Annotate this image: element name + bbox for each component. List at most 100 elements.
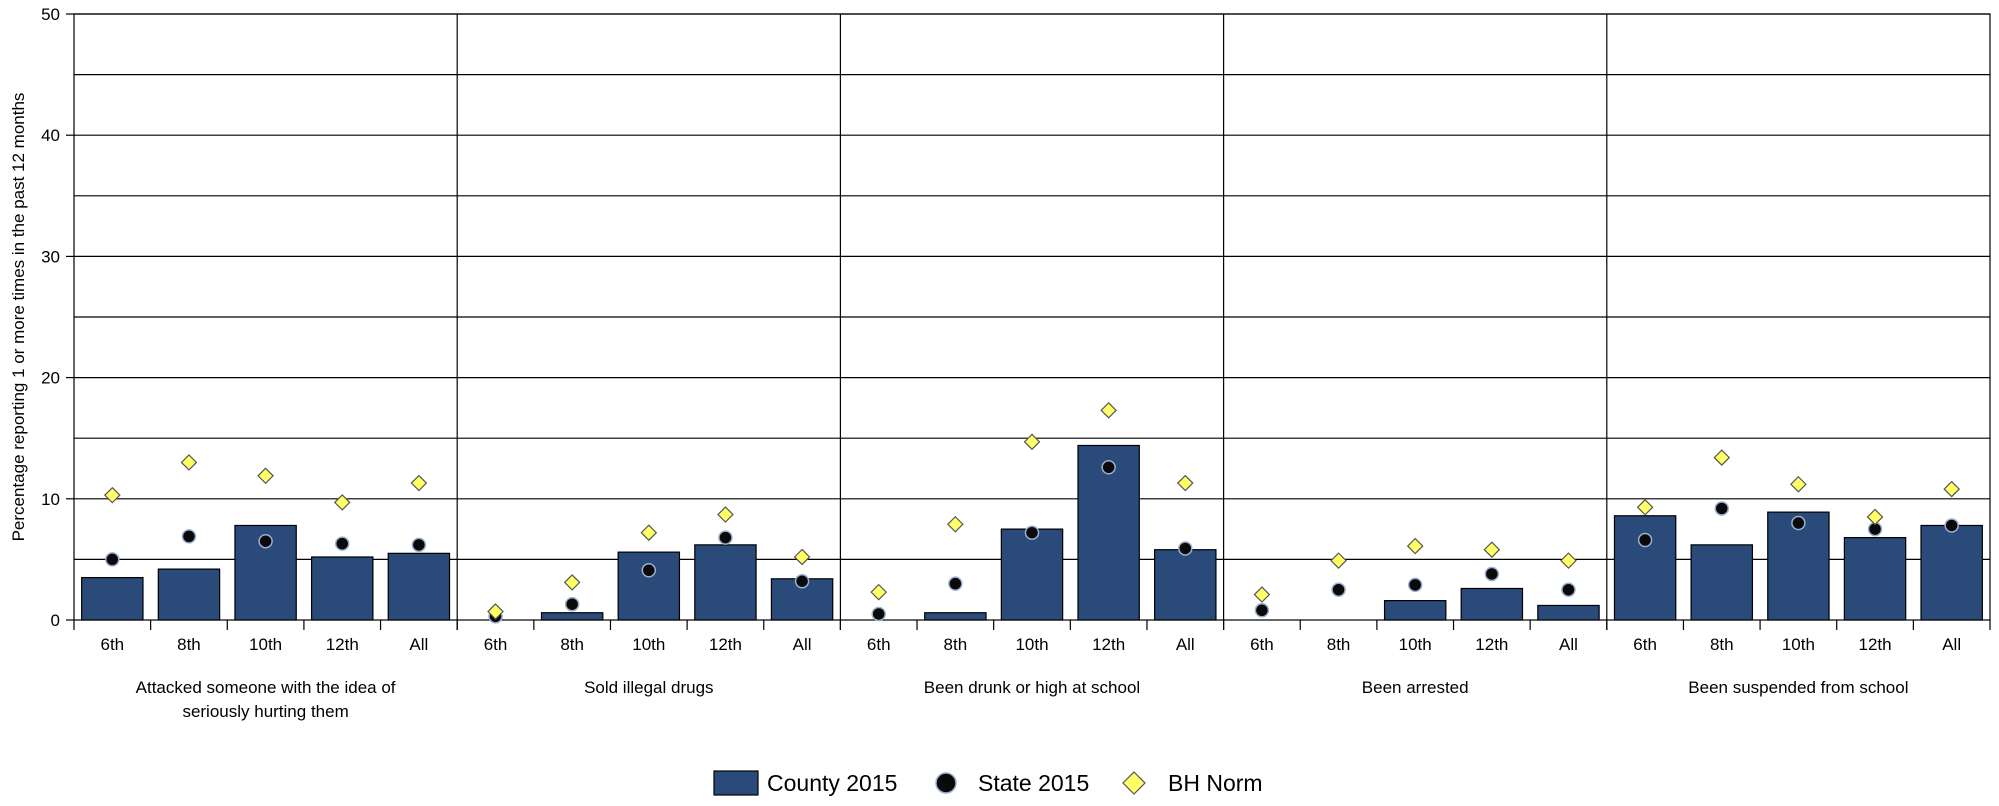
- x-tick-label: 6th: [867, 635, 891, 654]
- bar-county: [1920, 524, 1983, 621]
- marker-norm: [1943, 480, 1961, 498]
- marker-norm: [640, 524, 658, 542]
- y-tick-label: 20: [41, 369, 60, 388]
- x-tick-label: 8th: [1710, 635, 1734, 654]
- marker-norm: [487, 603, 504, 620]
- marker-norm: [1560, 552, 1577, 569]
- x-tick-label: 8th: [1327, 635, 1351, 654]
- bar-county: [1383, 600, 1447, 621]
- marker-state: [411, 537, 427, 553]
- bar-county: [1537, 604, 1600, 621]
- x-tick-label: All: [1942, 635, 1961, 654]
- group-label: Sold illegal drugs: [584, 678, 713, 697]
- bar-county: [694, 544, 757, 621]
- bar-county: [924, 612, 987, 621]
- marker-norm: [333, 494, 351, 511]
- marker-state: [1714, 501, 1730, 516]
- x-tick-label: 12th: [1475, 635, 1508, 654]
- marker-norm: [1100, 401, 1117, 419]
- marker-state: [1637, 532, 1653, 548]
- marker-norm: [103, 486, 121, 504]
- x-tick-label: 6th: [1633, 635, 1657, 654]
- y-axis-title: Percentage reporting 1 or more times in …: [9, 93, 28, 542]
- marker-state: [948, 576, 963, 591]
- x-tick-label: 8th: [944, 635, 968, 654]
- marker-state: [641, 563, 657, 578]
- marker-norm: [1790, 475, 1807, 493]
- legend-swatch-county: [713, 770, 759, 796]
- x-tick-label: 6th: [100, 635, 124, 654]
- group-label: Attacked someone with the idea of: [136, 678, 396, 697]
- x-tick-label: All: [1559, 635, 1578, 654]
- marker-state: [1331, 582, 1346, 597]
- x-tick-label: 10th: [249, 635, 282, 654]
- bar-county: [540, 612, 604, 621]
- marker-state: [1407, 577, 1423, 593]
- marker-state: [1561, 582, 1576, 597]
- marker-norm: [1483, 541, 1501, 559]
- marker-state: [718, 530, 733, 545]
- bar-county: [1077, 444, 1140, 621]
- marker-norm: [410, 474, 428, 492]
- marker-state: [1944, 518, 1959, 533]
- bar-county: [157, 568, 221, 621]
- y-tick-label: 30: [41, 247, 60, 266]
- marker-state: [1024, 525, 1040, 540]
- x-tick-label: 10th: [632, 635, 665, 654]
- marker-norm: [180, 454, 198, 471]
- marker-norm: [1023, 433, 1041, 451]
- x-tick-label: All: [409, 635, 428, 654]
- marker-state: [564, 596, 580, 612]
- legend-label: County 2015: [767, 770, 897, 796]
- x-tick-label: 8th: [560, 635, 584, 654]
- x-tick-label: All: [793, 635, 812, 654]
- y-tick-label: 10: [41, 490, 60, 509]
- x-tick-label: 10th: [1399, 635, 1432, 654]
- marker-state: [105, 552, 120, 567]
- marker-state: [1101, 460, 1116, 475]
- group-label: Been arrested: [1362, 678, 1469, 697]
- marker-norm: [947, 515, 964, 533]
- bar-county: [1690, 544, 1754, 621]
- bar-county: [310, 556, 374, 621]
- group-label: seriously hurting them: [182, 702, 348, 721]
- marker-state: [794, 573, 810, 589]
- bar-county: [1154, 549, 1217, 621]
- marker-state: [258, 533, 273, 549]
- marker-norm: [563, 574, 581, 591]
- marker-norm: [717, 506, 734, 523]
- bar-county: [81, 576, 144, 621]
- marker-norm: [1636, 498, 1654, 516]
- bar-county: [617, 551, 681, 621]
- marker-state: [1254, 603, 1270, 618]
- x-tick-label: 6th: [1250, 635, 1274, 654]
- x-tick-label: 6th: [484, 635, 508, 654]
- x-tick-label: 10th: [1782, 635, 1815, 654]
- y-tick-label: 0: [51, 611, 60, 630]
- legend-label: State 2015: [978, 770, 1089, 796]
- y-tick-label: 40: [41, 126, 60, 145]
- marker-norm: [257, 467, 274, 485]
- group-label: Been drunk or high at school: [924, 678, 1140, 697]
- marker-norm: [1253, 586, 1271, 603]
- marker-norm: [1176, 474, 1194, 492]
- legend-swatch-norm: [1122, 771, 1146, 795]
- x-tick-label: 8th: [177, 635, 201, 654]
- x-tick-label: 10th: [1015, 635, 1048, 654]
- marker-state: [871, 606, 886, 622]
- marker-state: [1484, 566, 1500, 582]
- marker-state: [334, 536, 350, 551]
- marker-state: [1791, 515, 1806, 531]
- x-tick-label: 12th: [1858, 635, 1891, 654]
- marker-norm: [1406, 537, 1424, 555]
- group-label: Been suspended from school: [1688, 678, 1908, 697]
- x-tick-label: 12th: [709, 635, 742, 654]
- x-tick-label: All: [1176, 635, 1195, 654]
- bar-county: [1843, 536, 1907, 621]
- marker-state: [1178, 541, 1193, 556]
- bar-county: [1613, 515, 1677, 621]
- marker-norm: [1866, 508, 1884, 526]
- marker-state: [181, 529, 197, 544]
